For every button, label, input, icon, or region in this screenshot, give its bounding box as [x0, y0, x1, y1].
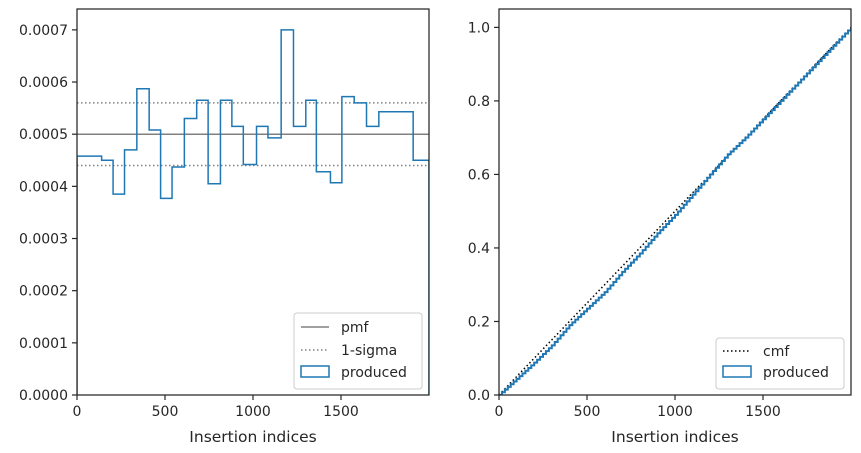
pmf-x-tick-label: 0	[73, 404, 82, 420]
cmf-y-tick-label: 0.6	[468, 167, 490, 183]
cmf-axis-ticks: 0 500 1000 1500 0.0 0.2 0.4 0.6 0.8 1.0	[468, 20, 781, 420]
cmf-x-tick-label: 1000	[657, 404, 693, 420]
produced-series-line	[77, 29, 429, 395]
cmf-y-tick-label: 1.0	[468, 20, 490, 36]
produced-legend-label: produced	[341, 365, 407, 381]
cmf-legend: cmf produced	[715, 337, 845, 390]
cmf-x-tick-label: 0	[495, 404, 504, 420]
pmf-axes-frame	[76, 8, 430, 396]
pmf-x-tick-label: 1000	[235, 404, 271, 420]
pmf-y-tick-label: 0.0005	[19, 127, 68, 143]
cmf-produced-legend-swatch	[722, 365, 752, 378]
sigma-legend-label: 1-sigma	[341, 343, 397, 359]
cmf-y-tick-label: 0.2	[468, 314, 490, 330]
pmf-legend-box	[293, 312, 423, 390]
cmf-x-tick-label: 500	[574, 404, 601, 420]
pmf-y-tick-label: 0.0003	[19, 232, 68, 248]
pmf-series-group	[77, 29, 429, 395]
pmf-axis-ticks: 0 500 1000 1500 0.0000 0.0001 0.0002 0.0003 0.00…	[19, 23, 359, 420]
pmf-legend: pmf 1-sigma produced	[293, 312, 423, 390]
cmf-x-tick-label: 1500	[745, 404, 781, 420]
cmf-series-group	[499, 26, 851, 395]
pmf-x-tick-label: 500	[152, 404, 179, 420]
pmf-y-tick-label: 0.0004	[19, 179, 68, 195]
pmf-x-tick-label: 1500	[323, 404, 359, 420]
pmf-panel: 0 500 1000 1500 0.0000 0.0001 0.0002 0.0003 0.00…	[19, 8, 430, 446]
pmf-x-axis-label: Insertion indices	[189, 428, 316, 446]
cmf-x-axis-label: Insertion indices	[611, 428, 738, 446]
pmf-y-tick-label: 0.0001	[19, 336, 68, 352]
cmf-y-tick-label: 0.8	[468, 94, 490, 110]
cmf-produced-legend-label: produced	[763, 365, 829, 381]
pmf-y-tick-label: 0.0006	[19, 75, 68, 91]
cmf-panel: 0 500 1000 1500 0.0 0.2 0.4 0.6 0.8 1.0 Insertion…	[468, 8, 852, 446]
cmf-y-tick-label: 0.4	[468, 241, 490, 257]
cmf-axes-frame	[498, 8, 852, 396]
pmf-plot-area	[77, 29, 429, 395]
pmf-y-tick-label: 0.0007	[19, 23, 68, 39]
produced-legend-swatch	[300, 365, 330, 378]
pmf-legend-label: pmf	[341, 320, 370, 336]
pmf-y-tick-label: 0.0000	[19, 388, 68, 404]
cmf-legend-label: cmf	[763, 344, 790, 360]
cmf-y-tick-label: 0.0	[468, 388, 490, 404]
pmf-y-tick-label: 0.0002	[19, 284, 68, 300]
cmf-plot-area	[499, 26, 851, 395]
produced-series-line	[499, 27, 851, 395]
